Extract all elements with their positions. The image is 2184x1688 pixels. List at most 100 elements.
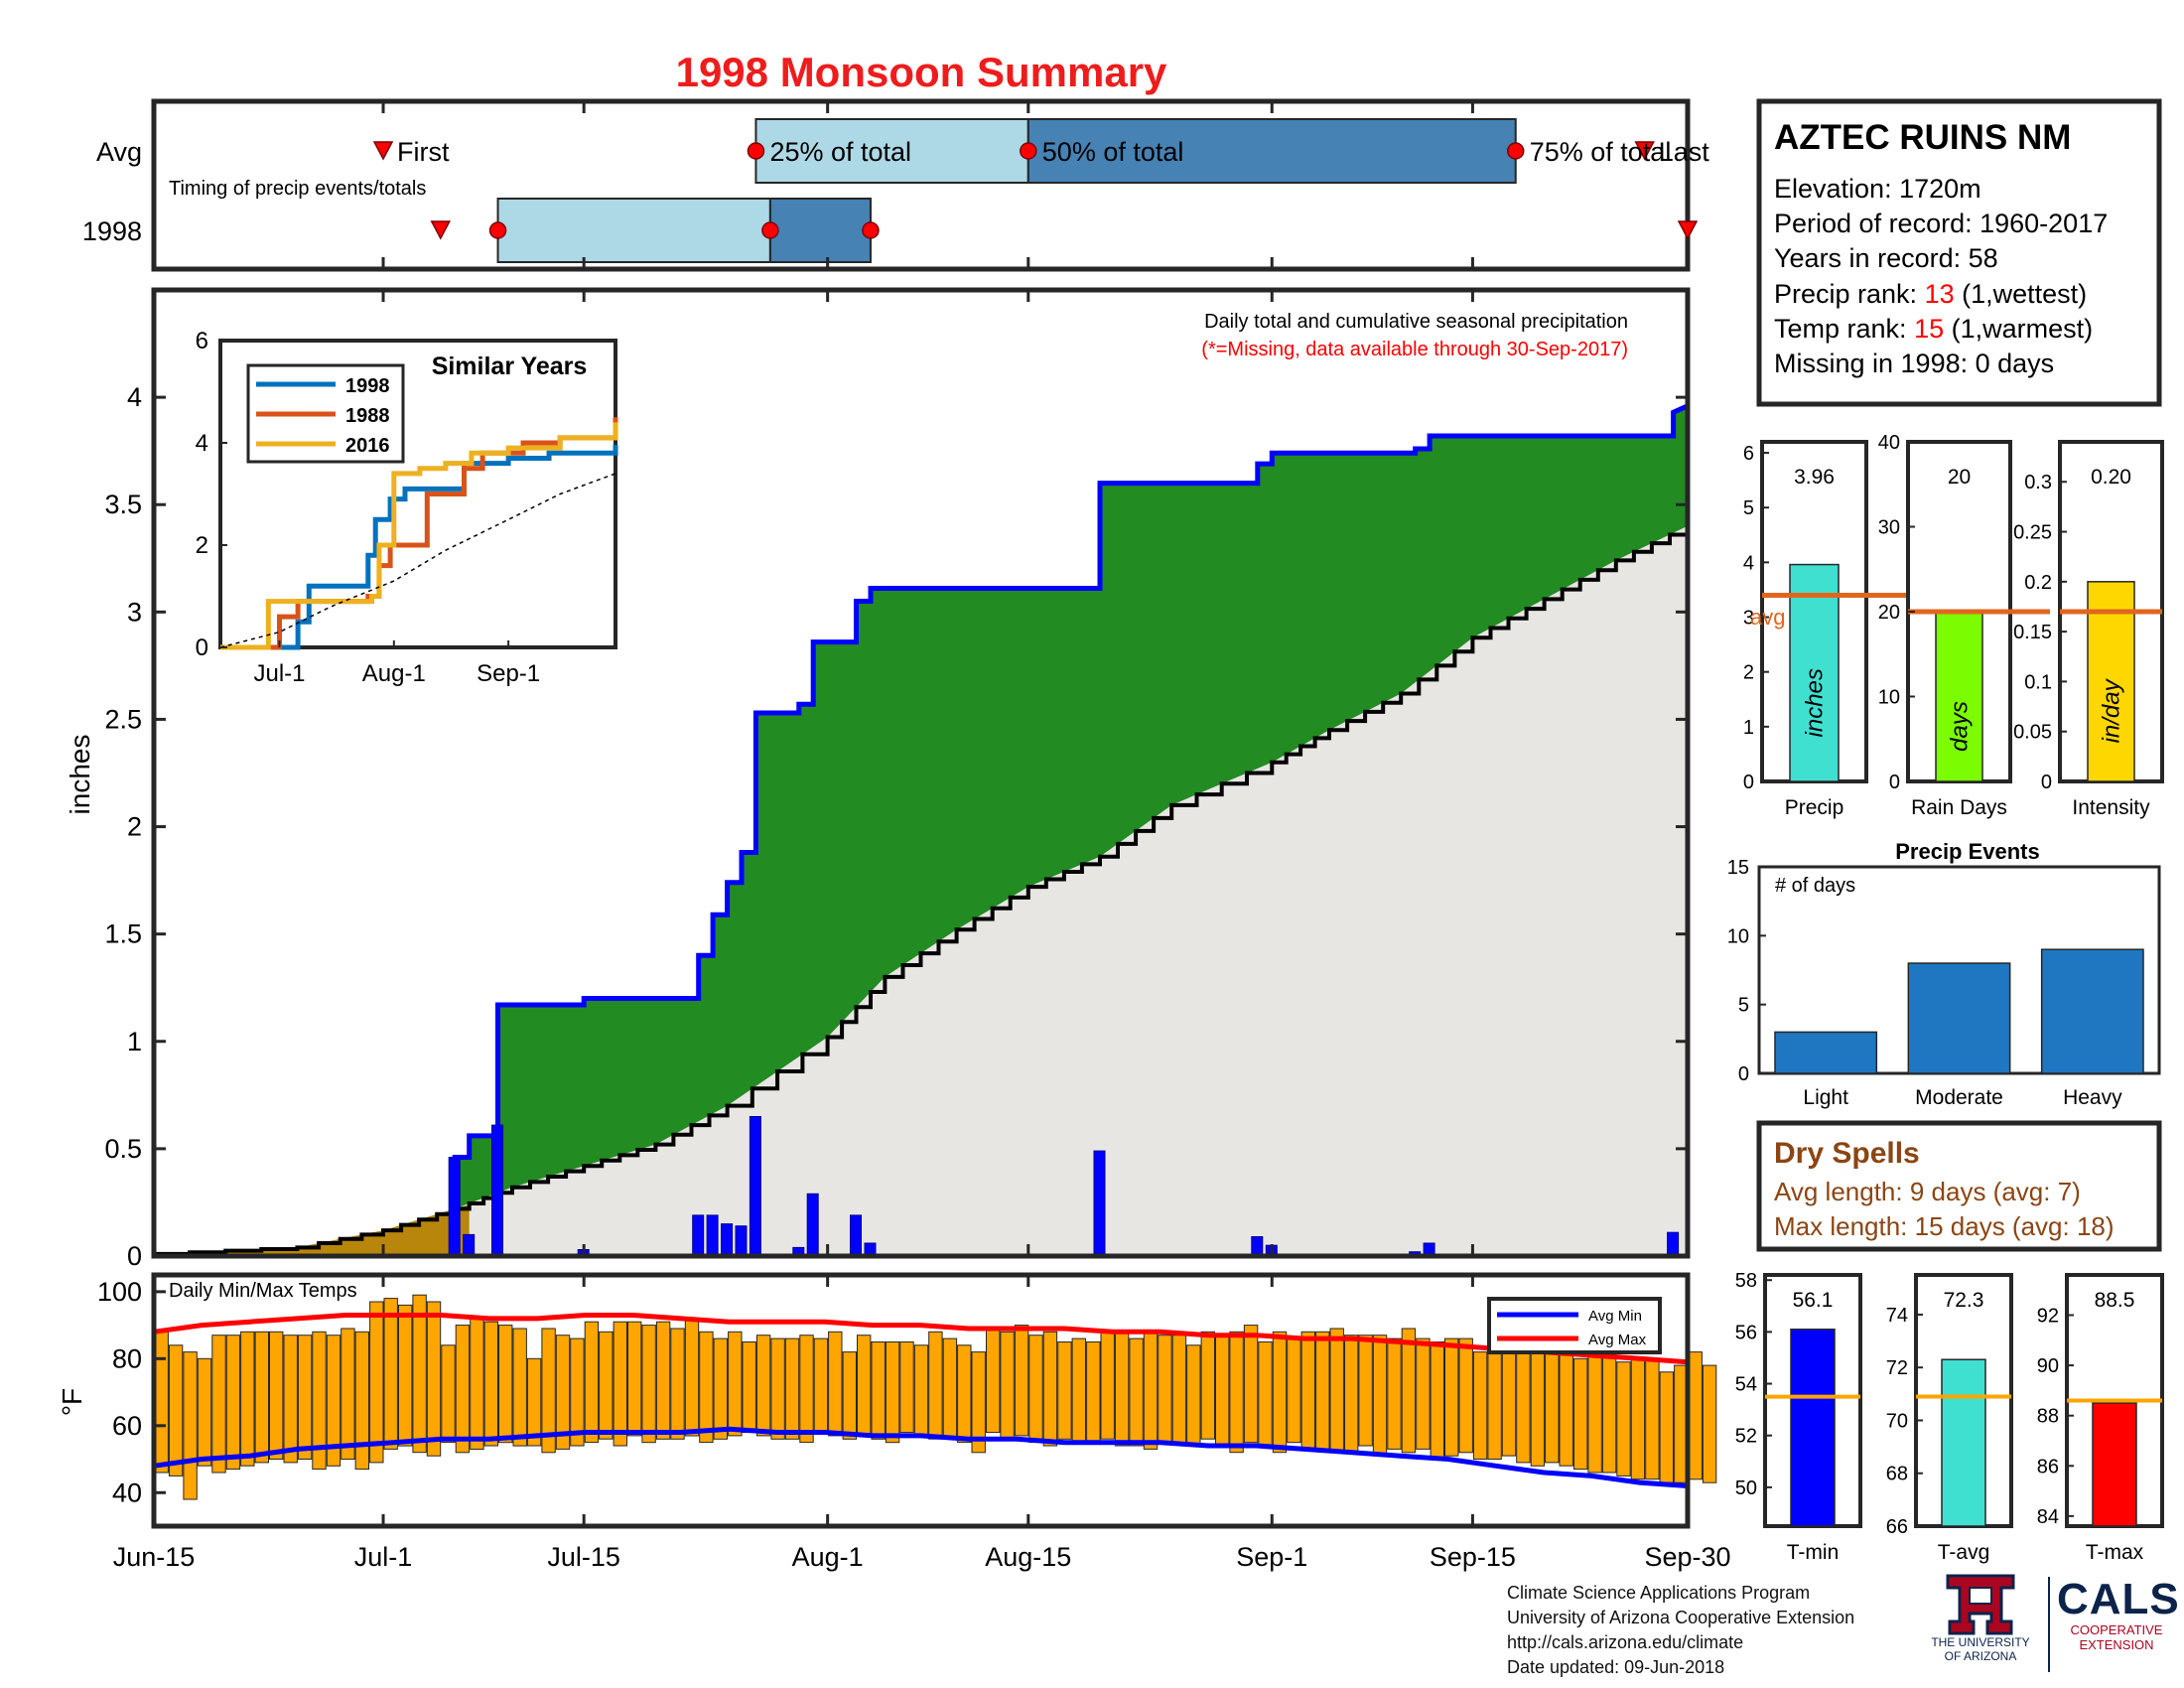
dry-spells-title: Dry Spells xyxy=(1774,1137,1920,1170)
daily-temp-bar xyxy=(957,1344,972,1444)
daily-temp-bar xyxy=(928,1331,943,1440)
stat-value-label: 0.20 xyxy=(2091,466,2131,489)
daily-temp-bar xyxy=(412,1294,427,1454)
timing-1998-25-50-bar xyxy=(496,198,771,263)
stat-y-tick-label: 2 xyxy=(1743,662,1754,684)
stat-y-tick-label: 3 xyxy=(1743,608,1754,630)
stat-bar-precip xyxy=(1789,563,1840,782)
daily-precip-bar xyxy=(1251,1236,1264,1257)
inset-x-tick-label: Aug-1 xyxy=(362,660,426,687)
stat-value-label: 3.96 xyxy=(1794,466,1835,489)
daily-temp-bar xyxy=(1329,1328,1344,1454)
x-tick-label: Sep-15 xyxy=(1430,1542,1516,1572)
stat-y-tick-label: 0 xyxy=(1743,772,1754,793)
stat-y-tick-label: 5 xyxy=(1743,497,1754,519)
daily-temp-bar xyxy=(1014,1325,1029,1437)
main-y-tick-label: 1 xyxy=(127,1027,142,1056)
temp-y-tick-label: 100 xyxy=(97,1277,142,1307)
station-years: Years in record: 58 xyxy=(1774,243,1998,273)
daily-precip-bar xyxy=(1667,1231,1680,1257)
cals-logo: CALS COOPERATIVE EXTENSION xyxy=(2057,1577,2179,1653)
daily-temp-bar xyxy=(641,1325,656,1444)
avg-max-temp-line xyxy=(153,1313,1689,1365)
daily-temp-bar xyxy=(1487,1347,1502,1460)
footer-url[interactable]: http://cals.arizona.edu/climate xyxy=(1507,1632,1744,1652)
daily-temp-bar xyxy=(1100,1331,1115,1440)
temp-stat-category-label: T-min xyxy=(1787,1541,1840,1564)
stat-y-tick-label: 20 xyxy=(1878,602,1900,624)
temp-y-tick-label: 80 xyxy=(112,1343,142,1373)
inset-x-tick-label: Jul-1 xyxy=(253,660,305,687)
main-y-tick-label: 2.5 xyxy=(104,704,142,734)
events-title: Precip Events xyxy=(1895,839,2040,864)
temp-stat-y-tick-label: 84 xyxy=(2037,1506,2059,1528)
daily-temp-bar xyxy=(541,1328,556,1454)
temp-stat-y-tick-label: 58 xyxy=(1735,1270,1757,1292)
daily-temp-bar xyxy=(1358,1335,1373,1447)
x-tick-label: Jun-15 xyxy=(113,1542,196,1572)
date-axis: Jun-15 Jul-1 Jul-15 Aug-1 Aug-15 Sep-1 Sep-15 S… xyxy=(113,101,1731,1572)
daily-temp-bar xyxy=(498,1325,513,1444)
station-period: Period of record: 1960-2017 xyxy=(1774,209,2108,238)
station-precip-rank: Precip rank: 13 (1,wettest) xyxy=(1774,279,2087,309)
daily-temp-bar xyxy=(885,1341,900,1444)
events-bar-light xyxy=(1774,1031,1878,1074)
stat-y-tick-label: 0.25 xyxy=(2013,522,2052,544)
timing-row-label-1998: 1998 xyxy=(82,216,142,246)
daily-temp-bar xyxy=(1344,1335,1359,1454)
timing-avg-50-75-bar xyxy=(1026,118,1517,184)
daily-temp-bar xyxy=(297,1335,313,1460)
daily-temp-bar xyxy=(1458,1337,1473,1454)
stat-value-label: 20 xyxy=(1948,466,1971,489)
daily-temp-bar xyxy=(1545,1347,1560,1464)
daily-temp-bar xyxy=(1645,1357,1660,1480)
x-tick-label: Sep-1 xyxy=(1236,1542,1307,1572)
temp-stat-category-label: T-avg xyxy=(1938,1541,1990,1564)
inset-legend-1988: 1988 xyxy=(345,405,390,427)
daily-temp-bar xyxy=(441,1344,456,1444)
inset-series-1998 xyxy=(220,445,618,650)
daily-temp-bar xyxy=(1300,1331,1315,1450)
block-a-icon xyxy=(1946,1574,2015,1635)
daily-temp-bar xyxy=(1501,1344,1517,1457)
events-category-label: Heavy xyxy=(2063,1086,2122,1109)
temp-rank-value: 15 xyxy=(1914,314,1944,344)
daily-temp-bar xyxy=(1114,1331,1130,1447)
stat-y-tick-label: 40 xyxy=(1878,432,1900,454)
daily-temp-bar xyxy=(512,1328,527,1447)
daily-temp-bar xyxy=(1416,1337,1431,1450)
daily-temp-bar xyxy=(1000,1331,1015,1440)
daily-temp-bar xyxy=(627,1321,642,1437)
main-y-tick-label: 3 xyxy=(127,597,142,627)
timing-avg-q50-marker xyxy=(1020,142,1037,160)
main-chart-missing-note: (*=Missing, data available through 30-Se… xyxy=(1201,339,1628,360)
daily-temp-bar xyxy=(1659,1371,1674,1483)
x-tick-label: Aug-15 xyxy=(985,1542,1071,1572)
x-tick-label: Jul-15 xyxy=(547,1542,620,1572)
daily-temp-bar xyxy=(942,1337,958,1440)
timing-1998-q75-marker xyxy=(862,221,880,239)
daily-temp-bar xyxy=(1315,1331,1330,1450)
stat-y-tick-label: 0.2 xyxy=(2024,572,2052,594)
daily-temp-bar xyxy=(1530,1351,1546,1467)
temp-stat-category-label: T-max xyxy=(2086,1541,2144,1564)
stat-y-tick-label: 0.1 xyxy=(2024,671,2052,693)
daily-temp-bar xyxy=(899,1341,914,1434)
station-temp-rank: Temp rank: 15 (1,warmest) xyxy=(1774,314,2093,344)
daily-temp-bar xyxy=(1272,1331,1288,1454)
daily-temp-bar xyxy=(1430,1341,1444,1461)
daily-temp-bar xyxy=(312,1331,327,1471)
similar-years-inset: 0 2 4 6 Jul-1 Aug-1 Sep-1 Similar Years 1998 1… xyxy=(196,328,618,687)
daily-temp-bar xyxy=(699,1331,714,1444)
daily-temp-bar xyxy=(168,1344,184,1477)
main-y-tick-label: 2 xyxy=(127,812,142,842)
dry-spells-avg-length: Avg length: 9 days (avg: 7) xyxy=(1774,1177,2081,1206)
main-y-tick-label: 4 xyxy=(127,382,142,412)
avg-min-temp-line xyxy=(153,1426,1689,1488)
daily-temp-bar xyxy=(1516,1344,1531,1464)
temp-y-axis-label: °F xyxy=(57,1388,87,1416)
main-y-tick-label: 3.5 xyxy=(104,490,142,519)
daily-temp-bar xyxy=(570,1337,585,1447)
daily-temp-bar xyxy=(526,1357,542,1447)
daily-temp-bar xyxy=(154,1331,169,1474)
